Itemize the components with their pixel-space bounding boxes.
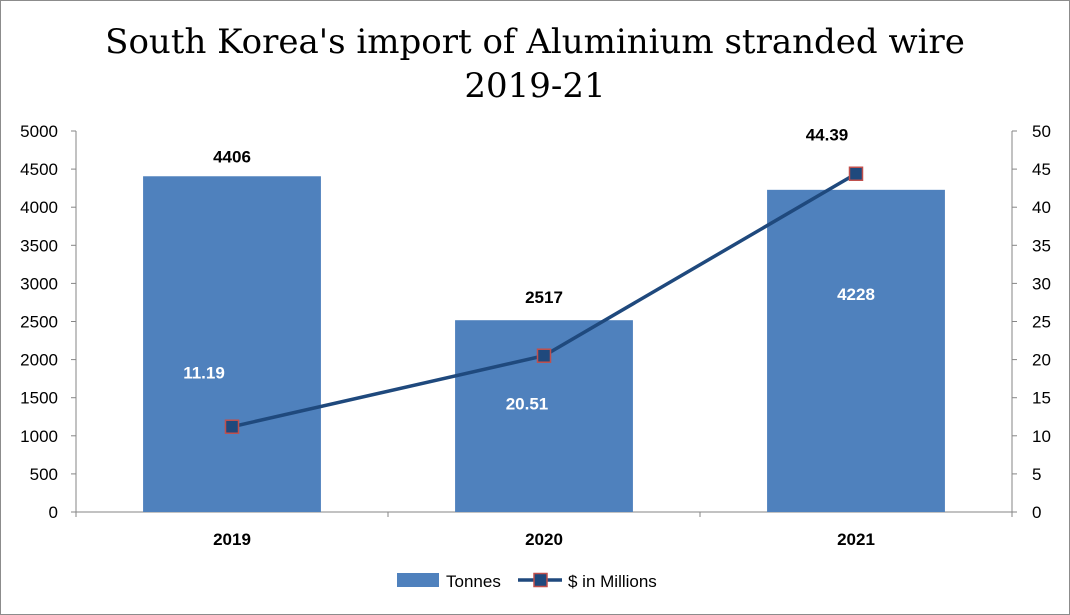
y-left-tick-label: 1500 [20, 389, 58, 408]
legend-marker-dollars [533, 572, 548, 588]
legend-swatch-tonnes [397, 573, 439, 587]
line-point-marker [224, 419, 240, 434]
y-right-tick-label: 45 [1032, 160, 1051, 179]
bars-layer [143, 176, 945, 512]
chart-title-line-1: South Korea's import of Aluminium strand… [105, 22, 965, 62]
line-point-marker [848, 166, 864, 181]
y-left-tick-label: 2000 [20, 351, 58, 370]
y-left-tick-label: 4000 [20, 198, 58, 217]
legend-label-tonnes: Tonnes [446, 572, 501, 591]
chart-title-line-2: 2019-21 [464, 66, 606, 106]
y-left-tick-label: 3500 [20, 236, 58, 255]
y-right-tick-label: 20 [1032, 351, 1051, 370]
y-right-tick-label: 50 [1032, 122, 1051, 141]
y-right-tick-label: 40 [1032, 198, 1051, 217]
y-right-tick-label: 0 [1032, 503, 1041, 522]
y-right-tick-label: 10 [1032, 427, 1051, 446]
line-data-label: 11.19 [183, 364, 225, 383]
line-layer [224, 166, 864, 434]
x-tick-label: 2021 [837, 530, 875, 549]
data-labels-layer: 4406 2517 4228 11.19 20.51 44.39 [183, 126, 875, 414]
chart-title: South Korea's import of Aluminium strand… [0, 20, 1070, 108]
x-tick-label: 2020 [525, 530, 563, 549]
legend: Tonnes $ in Millions [397, 572, 657, 591]
line-point-marker [536, 348, 552, 363]
bar-tonnes [143, 176, 321, 512]
bar-data-label: 4406 [213, 147, 251, 166]
legend-label-dollars: $ in Millions [568, 572, 657, 591]
y-left-tick-label: 2500 [20, 313, 58, 332]
y-left-tick-label: 0 [49, 503, 58, 522]
y-left-tick-label: 500 [30, 465, 58, 484]
y-right-tick-label: 35 [1032, 236, 1051, 255]
y-left-tick-label: 3000 [20, 274, 58, 293]
bar-tonnes [767, 189, 945, 512]
y-left-tick-label: 5000 [20, 122, 58, 141]
line-data-label: 44.39 [806, 126, 849, 145]
bar-data-label: 4228 [837, 285, 875, 304]
bar-data-label: 2517 [525, 288, 563, 307]
y-right-tick-label: 5 [1032, 465, 1041, 484]
y-left-tick-label: 4500 [20, 160, 58, 179]
y-right-tick-label: 15 [1032, 389, 1051, 408]
line-data-label: 20.51 [506, 395, 549, 414]
y-right-tick-label: 25 [1032, 313, 1051, 332]
y-left-tick-label: 1000 [20, 427, 58, 446]
y-right-tick-label: 30 [1032, 274, 1051, 293]
x-tick-label: 2019 [213, 530, 251, 549]
